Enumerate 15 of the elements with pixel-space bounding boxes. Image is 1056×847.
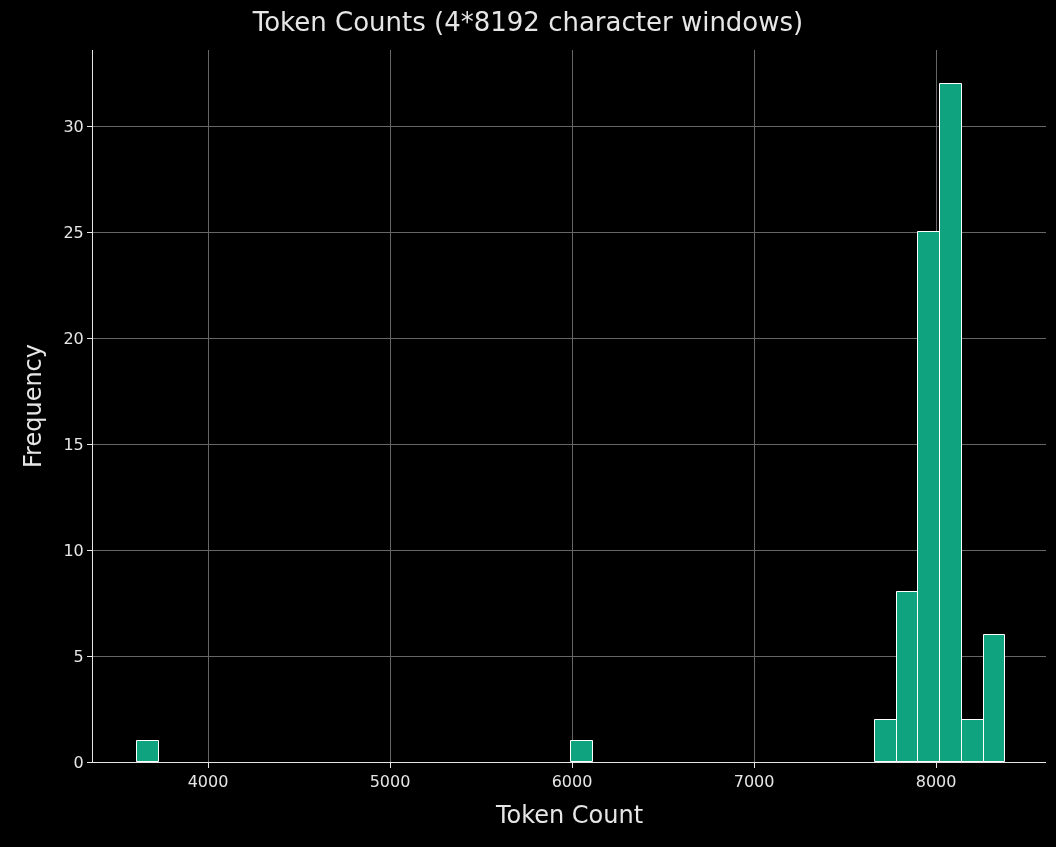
- x-tick-label: 8000: [915, 772, 957, 792]
- y-tick-label: 25: [63, 222, 84, 242]
- y-tick-label: 30: [63, 116, 84, 136]
- x-tick-label: 6000: [551, 772, 593, 792]
- chart-title: Token Counts (4*8192 character windows): [251, 6, 804, 37]
- y-tick-label: 5: [73, 646, 84, 666]
- y-tick-label: 0: [73, 752, 84, 772]
- x-tick-label: 7000: [733, 772, 775, 792]
- y-tick-label: 15: [63, 434, 84, 454]
- y-axis-title: Frequency: [18, 344, 47, 468]
- x-axis-title: Token Count: [494, 800, 644, 829]
- y-tick-label: 10: [63, 540, 84, 560]
- x-tick-label: 5000: [369, 772, 411, 792]
- x-tick-label: 4000: [187, 772, 229, 792]
- y-tick-label: 20: [63, 328, 84, 348]
